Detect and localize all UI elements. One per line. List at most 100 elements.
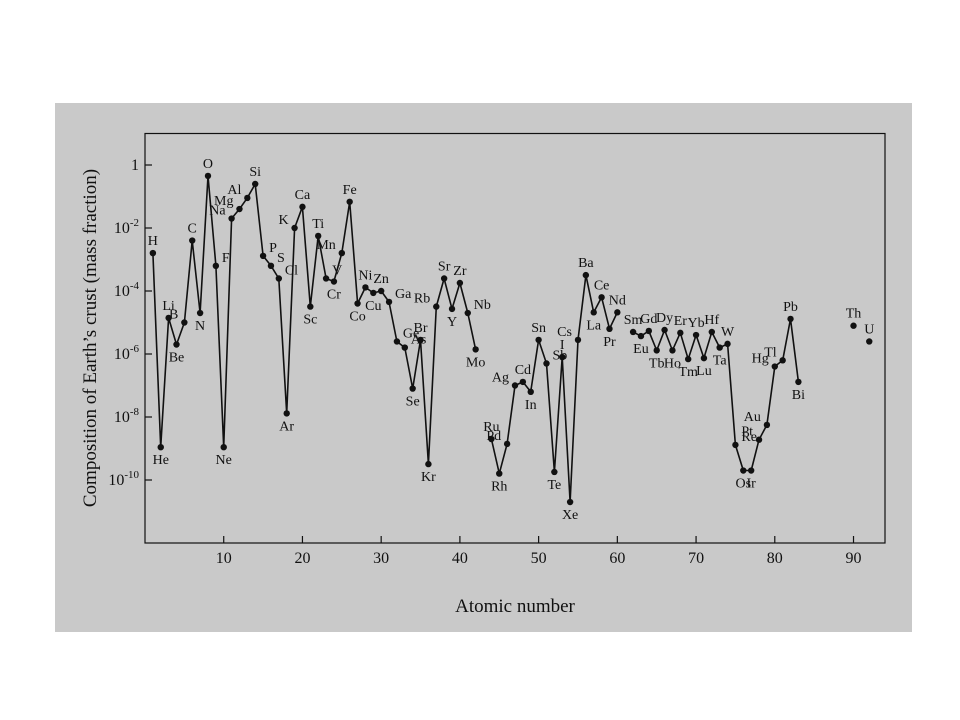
data-point [606,325,613,333]
element-label: Lu [696,364,712,379]
element-label: V [332,263,342,278]
element-label: Tm [678,365,698,380]
y-tick-base: 10 [114,346,130,363]
element-label: Ge [403,326,419,341]
element-label: Pt [741,425,753,440]
data-point [385,298,393,306]
element-label: Ar [279,419,294,434]
element-label: Zr [453,264,467,279]
data-point [338,249,346,257]
element-label: Rb [414,292,430,307]
data-point [519,378,527,386]
element-label: Os [736,477,752,492]
element-label: U [864,322,874,337]
y-axis-title: Composition of Earth’s crust (mass fract… [80,169,101,507]
data-point [582,271,590,279]
data-point [503,440,511,448]
data-point [307,303,314,310]
plot-frame [144,132,886,544]
data-point [850,322,857,329]
element-label: Hf [704,313,719,328]
data-point [330,278,338,285]
y-tick-base: 10 [114,409,130,426]
y-tick-label: 10-6 [114,343,140,363]
element-label: He [153,453,169,468]
y-tick-exponent: -2 [130,217,139,229]
element-label: Sc [303,313,317,328]
data-point [181,319,188,326]
element-label: Sr [438,259,451,274]
element-label: S [277,251,285,266]
data-point [669,347,676,354]
data-point [787,315,794,323]
element-label: In [525,398,537,413]
element-label: H [148,234,158,249]
data-point [464,309,471,317]
element-label: Ca [295,188,311,203]
x-tick-label: 80 [767,550,783,567]
element-label: Ni [358,268,372,283]
x-tick-label: 70 [688,550,704,567]
y-tick-exponent: -4 [130,280,140,292]
data-point [252,180,259,188]
x-tick-label: 50 [531,550,547,567]
data-point [866,338,873,345]
data-point [543,360,550,367]
data-point [299,203,306,211]
data-point [370,289,377,297]
data-point [259,252,267,260]
element-label: Xe [562,508,578,523]
data-point [645,327,653,335]
element-label: Pd [486,429,501,444]
data-point [291,224,298,232]
element-label: B [169,308,178,323]
data-point [559,353,566,361]
data-point [488,435,495,443]
data-point [314,232,322,240]
data-point [425,460,432,468]
data-point [417,336,424,344]
element-label: Na [209,204,226,219]
data-point [614,309,621,316]
element-label: F [222,251,230,266]
element-label: Ne [216,453,232,468]
data-point [236,205,243,213]
element-label: Ag [492,371,509,386]
element-label: Se [406,395,420,410]
data-point [684,355,692,363]
data-point [204,172,212,180]
element-label: Th [846,307,862,322]
element-label: P [269,241,277,256]
element-label: Tl [764,345,777,360]
data-point [511,382,519,389]
y-tick-exponent: -8 [130,406,140,418]
data-point [708,328,716,336]
element-label: Cu [365,299,381,314]
element-label: Cr [327,288,341,303]
element-label: C [188,222,197,237]
data-point [496,470,503,477]
y-tick-label: 10-4 [114,280,140,300]
element-label: K [278,213,288,228]
data-line [632,318,800,472]
element-label: Zn [373,272,389,287]
y-tick-label: 10-10 [108,469,139,489]
data-point [661,326,668,334]
data-point [472,346,479,353]
data-point [196,309,204,317]
x-tick-label: 40 [452,550,468,567]
element-label: Fe [343,183,357,198]
data-point [448,305,456,313]
data-point [700,354,708,362]
element-label: Si [249,165,261,180]
element-label: Pr [603,335,616,350]
data-point [456,279,464,287]
data-point [535,336,542,344]
element-label: W [721,325,735,340]
element-label: N [195,319,205,334]
data-point [401,344,408,351]
data-point [377,287,385,295]
data-point [212,262,220,270]
